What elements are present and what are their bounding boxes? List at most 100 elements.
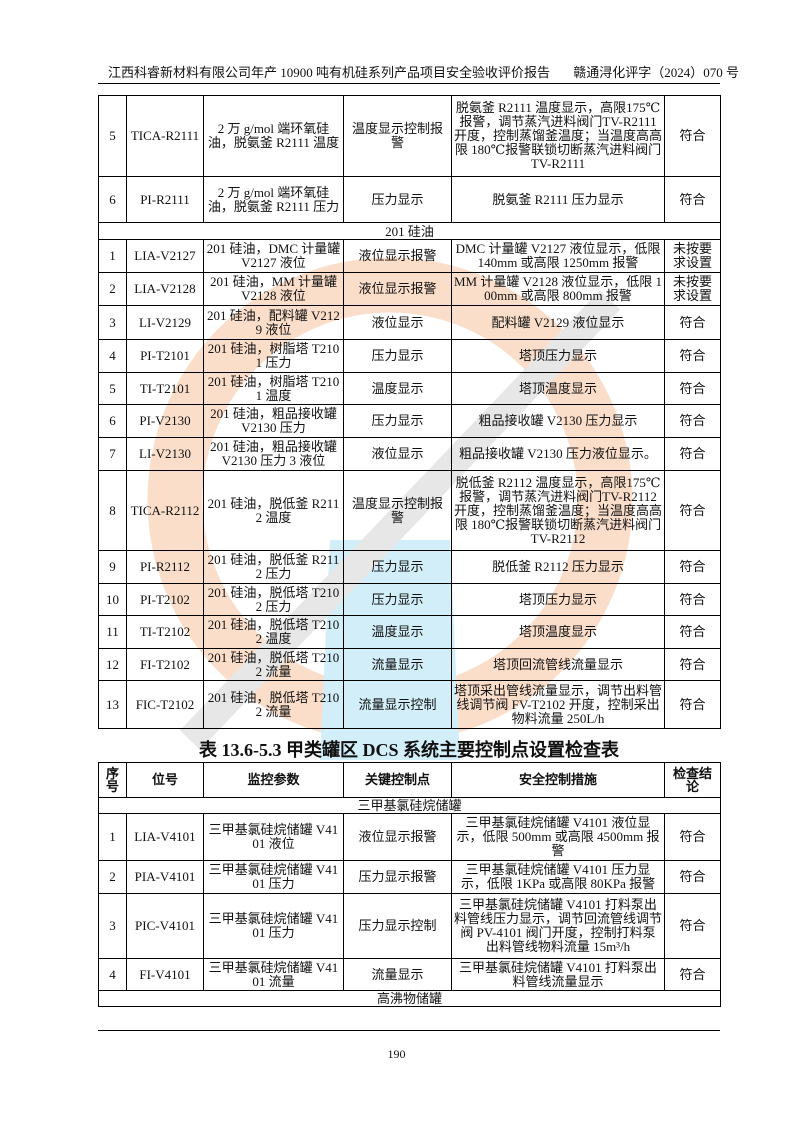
control-point-cell: 温度显示控制报警 xyxy=(343,470,452,551)
parameter-cell: 三甲基氯硅烷储罐 V4101 压力 xyxy=(203,893,344,959)
footer-divider xyxy=(98,1030,720,1031)
control-point-cell: 流量显示 xyxy=(343,648,452,681)
parameter-cell: 201 硅油，粗品接收罐 V2130 压力 xyxy=(203,404,344,438)
table-row: 11 TI-T2102 201 硅油，脱低塔 T2102 温度 温度显示 塔顶温度显示符… xyxy=(98,615,721,649)
measure-cell: 塔顶温度显示 xyxy=(451,615,665,649)
seq-cell: 5 xyxy=(98,95,127,177)
result-cell: 符合 xyxy=(664,813,721,861)
tag-cell: PI-R2111 xyxy=(126,176,204,223)
parameter-cell: 三甲基氯硅烷储罐 V4101 流量 xyxy=(203,958,344,991)
measure-cell: 脱氨釜 R2111 压力显示 xyxy=(451,176,665,223)
measure-cell: 脱氨釜 R2111 温度显示，高限175℃报警，调节蒸汽进料阀门TV-R2111… xyxy=(451,95,665,177)
result-cell: 符合 xyxy=(664,680,721,729)
control-point-cell: 温度显示 xyxy=(343,615,452,649)
control-point-cell: 压力显示报警 xyxy=(343,860,452,894)
seq-cell: 3 xyxy=(98,893,127,959)
column-header: 安全控制措施 xyxy=(451,762,665,798)
seq-cell: 6 xyxy=(98,404,127,438)
control-point-cell: 压力显示 xyxy=(343,550,452,584)
page-header: 江西科睿新材料有限公司年产 10900 吨有机硅系列产品项目安全验收评价报告 赣… xyxy=(98,62,739,84)
tag-cell: TICA-R2112 xyxy=(126,470,204,551)
result-cell: 未按要求设置 xyxy=(664,272,721,306)
measure-cell: 三甲基氯硅烷储罐 V4101 打料泵出料管线压力显示，调节回流管线调节阀 PV-… xyxy=(451,893,665,959)
tag-cell: PIC-V4101 xyxy=(126,893,204,959)
parameter-cell: 201 硅油，DMC 计量罐 V2127 液位 xyxy=(203,239,344,273)
result-cell: 符合 xyxy=(664,958,721,991)
section-label: 三甲基氯硅烷储罐 xyxy=(98,797,721,814)
tag-cell: FI-T2102 xyxy=(126,648,204,681)
parameter-cell: 201 硅油，脱低塔 T2102 温度 xyxy=(203,615,344,649)
result-cell: 符合 xyxy=(664,339,721,373)
result-cell: 符合 xyxy=(664,648,721,681)
section-row: 三甲基氯硅烷储罐 xyxy=(98,797,721,814)
measure-cell: 三甲基氯硅烷储罐 V4101 打料泵出料管线流量显示 xyxy=(451,958,665,991)
tag-cell: TICA-R2111 xyxy=(126,95,204,177)
result-cell: 未按要求设置 xyxy=(664,239,721,273)
tag-cell: PIA-V4101 xyxy=(126,860,204,894)
result-cell: 符合 xyxy=(664,305,721,340)
measure-cell: 塔顶压力显示 xyxy=(451,583,665,616)
table-row: 3 LI-V2129 201 硅油，配料罐 V2129 液位 液位显示 配料罐 V212… xyxy=(98,305,721,340)
control-point-cell: 压力显示 xyxy=(343,339,452,373)
control-point-cell: 液位显示报警 xyxy=(343,272,452,306)
table-row: 13 FIC-T2102 201 硅油，脱低塔 T2102 流量 流量显示控制 塔顶采出… xyxy=(98,680,721,729)
measure-cell: 塔顶回流管线流量显示 xyxy=(451,648,665,681)
control-point-cell: 液位显示 xyxy=(343,305,452,340)
tag-cell: LI-V2130 xyxy=(126,437,204,471)
control-point-cell: 温度显示 xyxy=(343,372,452,405)
seq-cell: 5 xyxy=(98,372,127,405)
parameter-cell: 201 硅油，脱低釜 R2112 温度 xyxy=(203,470,344,551)
document-number: 赣通浔化评字（2024）070 号 xyxy=(573,65,740,80)
measure-cell: 脱低釜 R2112 温度显示，高限175℃报警，调节蒸汽进料阀门TV-R2112… xyxy=(451,470,665,551)
seq-cell: 11 xyxy=(98,615,127,649)
parameter-cell: 2 万 g/mol 端环氧硅油，脱氨釜 R2111 温度 xyxy=(203,95,344,177)
table-row: 2 LIA-V2128 201 硅油，MM 计量罐 V2128 液位 液位显示报警 MM… xyxy=(98,272,721,306)
column-header: 检查结论 xyxy=(664,762,721,798)
tag-cell: PI-T2102 xyxy=(126,583,204,616)
seq-cell: 4 xyxy=(98,339,127,373)
parameter-cell: 三甲基氯硅烷储罐 V4101 液位 xyxy=(203,813,344,861)
control-point-cell: 液位显示 xyxy=(343,437,452,471)
measure-cell: 三甲基氯硅烷储罐 V4101 液位显示，低限 500mm 或高限 4500mm … xyxy=(451,813,665,861)
control-point-cell: 压力显示 xyxy=(343,176,452,223)
table-row: 12 FI-T2102 201 硅油，脱低塔 T2102 流量 流量显示 塔顶回流管线流… xyxy=(98,648,721,681)
seq-cell: 7 xyxy=(98,437,127,471)
result-cell: 符合 xyxy=(664,372,721,405)
tag-cell: LI-V2129 xyxy=(126,305,204,340)
result-cell: 符合 xyxy=(664,437,721,471)
tank-area-dcs-table: 序号 位号 监控参数 关键控制点 安全控制措施 检查结论 三甲基氯硅烷储罐 1 LIA-V41… xyxy=(98,762,721,1007)
measure-cell: MM 计量罐 V2128 液位显示，低限 100mm 或高限 800mm 报警 xyxy=(451,272,665,306)
seq-cell: 2 xyxy=(98,272,127,306)
control-point-cell: 压力显示 xyxy=(343,404,452,438)
tag-cell: LIA-V2127 xyxy=(126,239,204,273)
header-row: 序号 位号 监控参数 关键控制点 安全控制措施 检查结论 xyxy=(98,762,721,798)
control-point-cell: 流量显示 xyxy=(343,958,452,991)
section-label: 201 硅油 xyxy=(98,222,721,240)
column-header: 关键控制点 xyxy=(343,762,452,798)
parameter-cell: 201 硅油，MM 计量罐 V2128 液位 xyxy=(203,272,344,306)
result-cell: 符合 xyxy=(664,404,721,438)
seq-cell: 10 xyxy=(98,583,127,616)
seq-cell: 13 xyxy=(98,680,127,729)
control-points-table-continued: 5 TICA-R2111 2 万 g/mol 端环氧硅油，脱氨釜 R2111 温度温… xyxy=(98,95,721,729)
result-cell: 符合 xyxy=(664,95,721,177)
seq-cell: 12 xyxy=(98,648,127,681)
section-row: 高沸物储罐 xyxy=(98,990,721,1007)
measure-cell: 粗品接收罐 V2130 压力显示 xyxy=(451,404,665,438)
seq-cell: 9 xyxy=(98,550,127,584)
seq-cell: 3 xyxy=(98,305,127,340)
page-number: 190 xyxy=(387,1047,406,1061)
tag-cell: TI-T2102 xyxy=(126,615,204,649)
table-row: 6 PI-V2130 201 硅油，粗品接收罐 V2130 压力 压力显示 粗品接收罐 … xyxy=(98,404,721,438)
measure-cell: 塔顶采出管线流量显示，调节出料管线调节阀 FV-T2102 开度，控制采出物料流… xyxy=(451,680,665,729)
seq-cell: 6 xyxy=(98,176,127,223)
control-point-cell: 流量显示控制 xyxy=(343,680,452,729)
table-row: 10 PI-T2102 201 硅油，脱低塔 T2102 压力 压力显示 塔顶压力显示符… xyxy=(98,583,721,616)
table-caption: 表 13.6-5.3 甲类罐区 DCS 系统主要控制点设置检查表 xyxy=(198,740,619,760)
tag-cell: FIC-T2102 xyxy=(126,680,204,729)
seq-cell: 1 xyxy=(98,813,127,861)
section-row: 201 硅油 xyxy=(98,222,721,240)
parameter-cell: 201 硅油，脱低塔 T2102 流量 xyxy=(203,648,344,681)
table-row: 7 LI-V2130 201 硅油，粗品接收罐 V2130 压力 3 液位 液位显示粗… xyxy=(98,437,721,471)
seq-cell: 1 xyxy=(98,239,127,273)
